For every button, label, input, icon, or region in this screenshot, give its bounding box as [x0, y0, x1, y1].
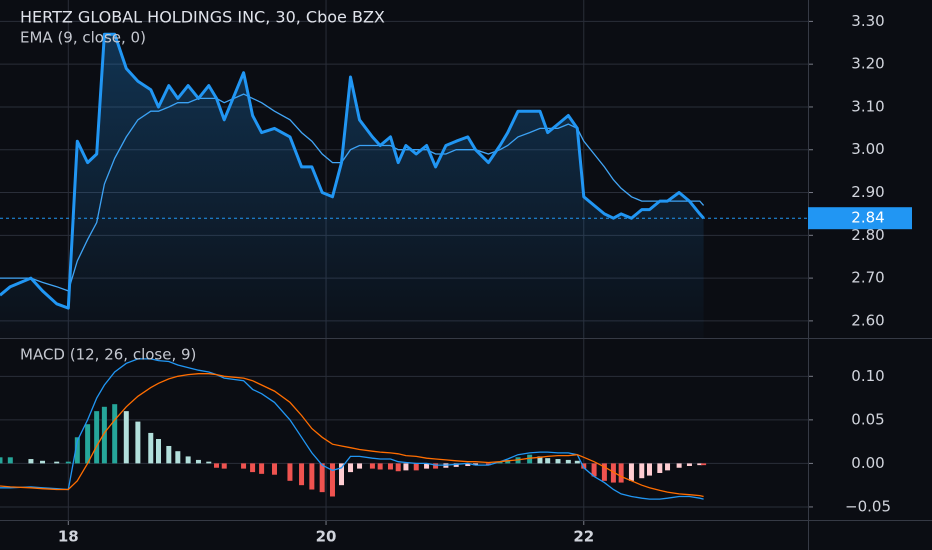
histogram-bar — [54, 461, 60, 464]
y-tick-label: 2.90 — [851, 183, 884, 201]
y-tick-label: 0.00 — [851, 454, 884, 472]
histogram-bar — [555, 459, 561, 464]
histogram-bar — [338, 463, 344, 486]
y-tick-label: −0.05 — [845, 497, 891, 515]
histogram-bar — [395, 463, 401, 472]
y-tick-label: 2.80 — [851, 226, 884, 244]
histogram-bar — [610, 463, 616, 483]
histogram-bar — [473, 463, 479, 466]
histogram-bar — [259, 463, 265, 474]
histogram-bar — [28, 459, 34, 464]
histogram-bar — [665, 463, 671, 471]
histogram-bar — [135, 421, 141, 464]
x-tick-label: 22 — [573, 528, 594, 546]
histogram-bar — [148, 432, 154, 464]
histogram-bar — [465, 463, 471, 467]
histogram-bar — [686, 463, 692, 467]
y-tick-label: 2.70 — [851, 269, 884, 287]
histogram-bar — [387, 463, 393, 470]
y-tick-label: 3.00 — [851, 140, 884, 158]
histogram-bar — [112, 404, 118, 464]
y-tick-label: 2.60 — [851, 311, 884, 329]
histogram-bar — [657, 463, 663, 473]
histogram-bar — [65, 461, 71, 464]
histogram-bar — [537, 456, 543, 464]
histogram-bar — [0, 457, 3, 464]
data-layer — [0, 32, 808, 500]
histogram-bar — [40, 460, 46, 464]
y-tick-label: 0.10 — [851, 367, 884, 385]
last-price-label: 2.84 — [851, 209, 884, 227]
ema-label: EMA (9, close, 0) — [20, 29, 146, 47]
histogram-bar — [413, 463, 419, 471]
histogram-bar — [74, 437, 80, 464]
histogram-bar — [166, 445, 172, 464]
histogram-bar — [701, 463, 707, 466]
text-layer: HERTZ GLOBAL HOLDINGS INC, 30, Cboe BZX … — [20, 8, 912, 546]
histogram-bar — [646, 463, 652, 476]
histogram-bar — [697, 463, 703, 466]
histogram-bar — [581, 463, 587, 469]
histogram-bar — [591, 463, 597, 477]
histogram-bar — [271, 463, 277, 475]
histogram-bar — [545, 458, 551, 464]
chart-title: HERTZ GLOBAL HOLDINGS INC, 30, Cboe BZX — [20, 8, 385, 27]
histogram-bar — [94, 411, 100, 464]
histogram-bar — [241, 463, 247, 469]
histogram-bar — [156, 439, 162, 464]
histogram-bar — [319, 463, 325, 493]
histogram-bar — [329, 463, 335, 497]
histogram-bar — [85, 424, 91, 464]
histogram-bar — [7, 457, 13, 464]
histogram-bar — [299, 463, 305, 486]
macd-title: MACD (12, 26, close, 9) — [20, 346, 196, 364]
histogram-bar — [185, 456, 191, 464]
y-tick-label: 0.05 — [851, 410, 884, 428]
histogram-bar — [250, 463, 256, 473]
histogram-bar — [213, 463, 219, 468]
histogram-bar — [101, 406, 107, 464]
histogram-bar — [195, 459, 201, 464]
histogram-bar — [453, 463, 459, 467]
histogram-bar — [628, 463, 634, 481]
histogram-bar — [424, 463, 430, 469]
price-line — [0, 32, 705, 310]
macd-line — [0, 358, 704, 500]
x-tick-label: 20 — [316, 528, 337, 546]
histogram-bar — [601, 463, 607, 481]
signal-line — [0, 373, 704, 498]
histogram-bar — [527, 454, 533, 464]
histogram-bar — [287, 463, 293, 481]
histogram-bar — [377, 463, 383, 470]
histogram-bar — [565, 459, 571, 464]
histogram-bar — [505, 459, 511, 464]
histogram-bar — [309, 463, 315, 490]
histogram-bar — [369, 463, 375, 469]
histogram-bar — [357, 463, 363, 469]
histogram-bar — [639, 463, 645, 479]
histogram-bar — [403, 463, 409, 471]
histogram-bar — [175, 451, 181, 464]
histogram-bar — [497, 461, 503, 464]
last-price-box — [808, 207, 912, 230]
x-tick-label: 18 — [58, 528, 79, 546]
y-tick-label: 3.10 — [851, 97, 884, 115]
histogram-bar — [123, 411, 129, 464]
histogram-bar — [485, 463, 491, 466]
histogram-bar — [574, 460, 580, 464]
histogram-bar — [433, 463, 439, 469]
price-line-area — [0, 34, 704, 338]
histogram-bar — [676, 463, 682, 468]
histogram-bar — [348, 463, 354, 473]
y-tick-label: 3.30 — [851, 12, 884, 30]
histogram-bar — [206, 461, 212, 464]
y-tick-label: 3.20 — [851, 55, 884, 73]
histogram-bar — [618, 463, 624, 483]
histogram-bar — [221, 463, 227, 469]
